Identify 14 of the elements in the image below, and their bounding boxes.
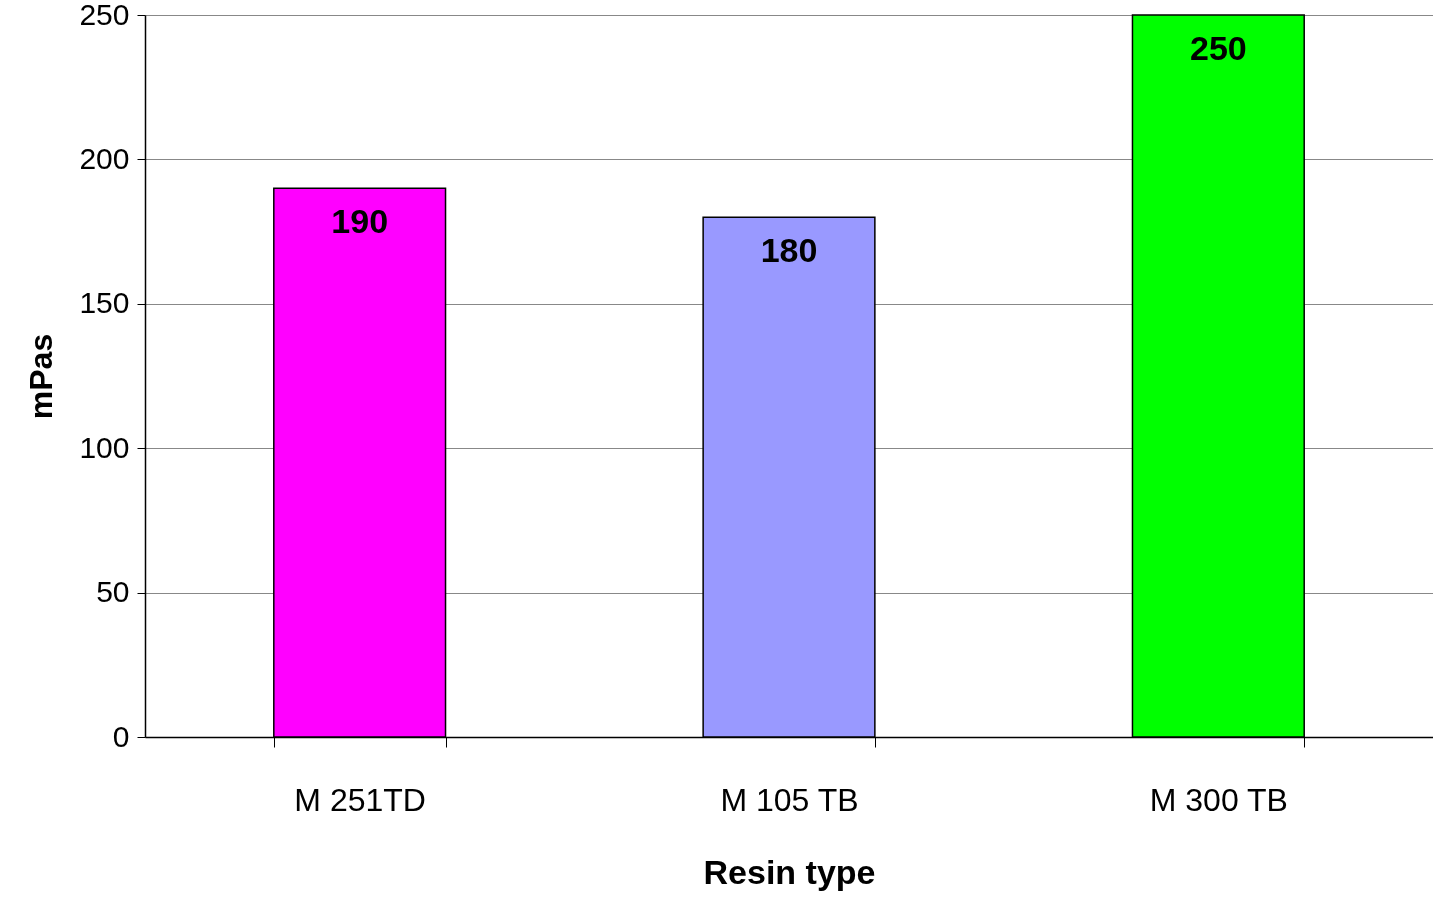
x-tick-label: M 105 TB	[720, 781, 859, 818]
data-label: 180	[760, 231, 818, 270]
data-label: 190	[331, 202, 389, 241]
y-axis-title: mPas	[23, 333, 60, 420]
data-label: 250	[1189, 29, 1247, 67]
y-tick-label: 250	[79, 0, 130, 31]
y-tick-label: 200	[79, 141, 130, 175]
x-tick-label: M 300 TB	[1149, 781, 1288, 818]
x-axis-title: Resin type	[703, 852, 876, 891]
y-tick-label: 150	[79, 286, 130, 320]
y-tick-label: 0	[112, 719, 130, 753]
y-tick-label: 100	[79, 430, 130, 464]
y-tick-label: 50	[96, 575, 130, 609]
x-tick-label: M 251TD	[294, 781, 426, 818]
